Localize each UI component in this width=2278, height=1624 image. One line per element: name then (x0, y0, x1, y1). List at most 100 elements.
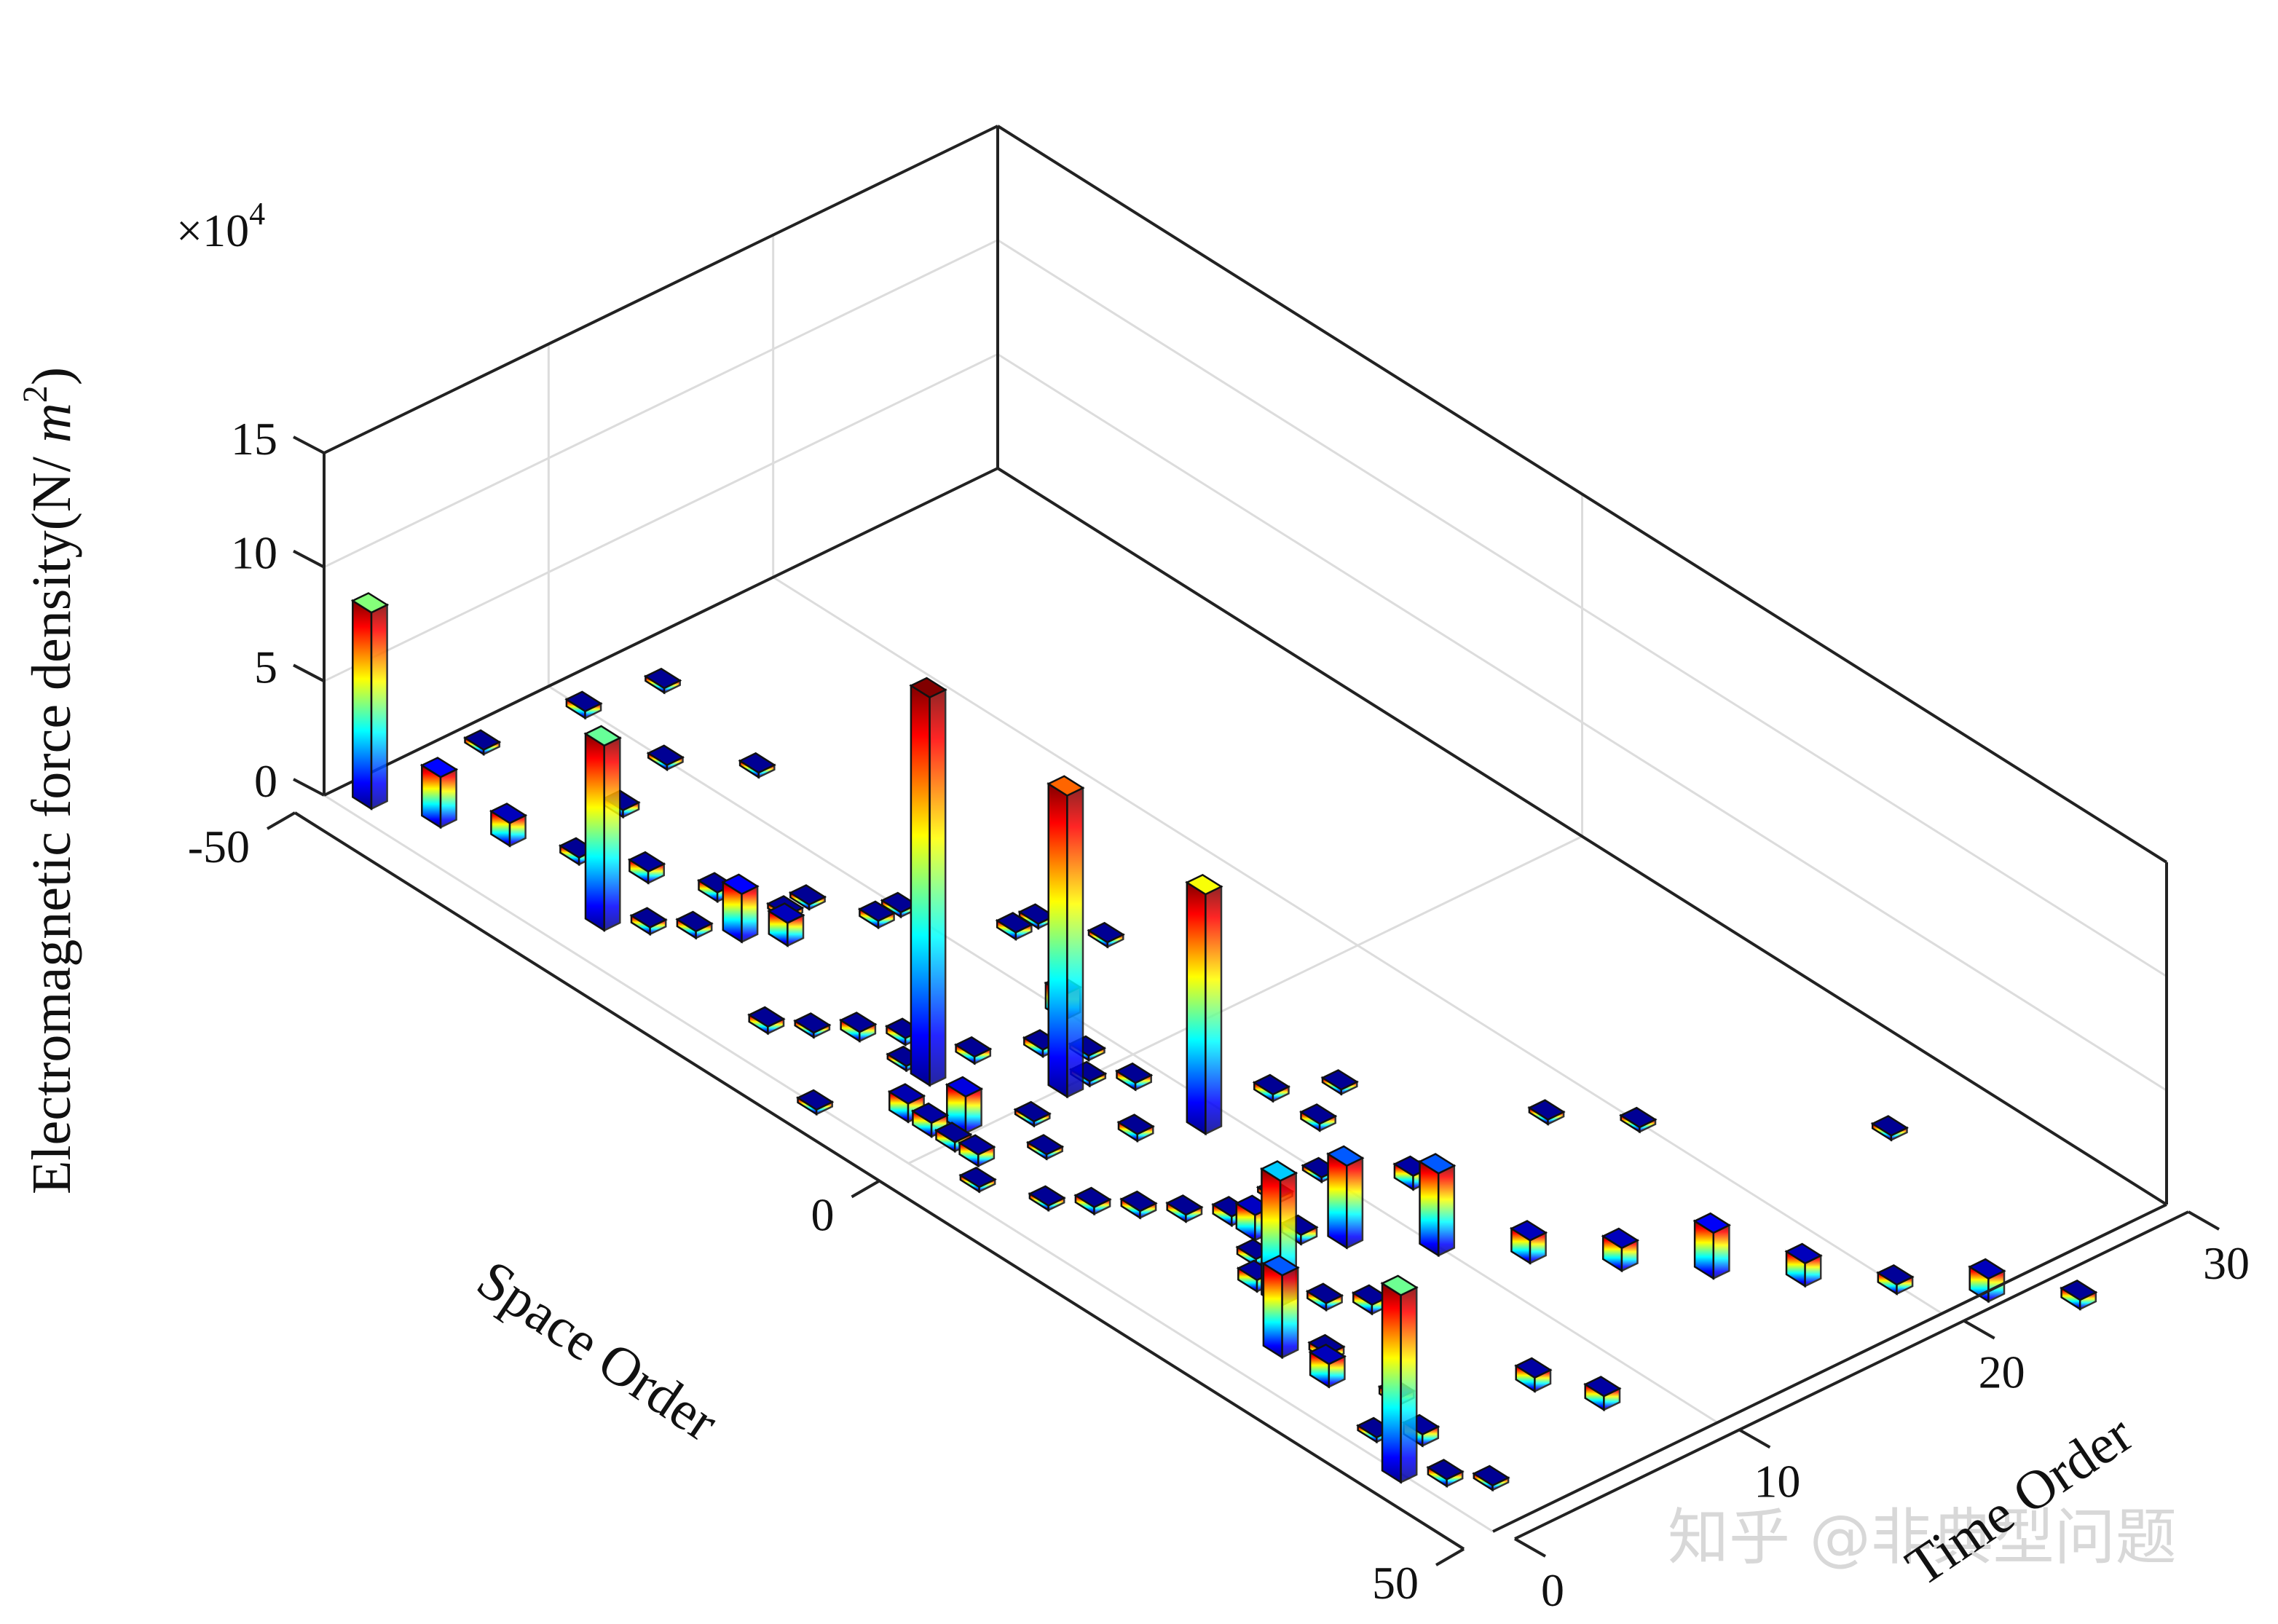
bar-top-face (1259, 1160, 1298, 1182)
bar-side-face (1400, 1286, 1418, 1484)
bar (564, 690, 603, 720)
bar-side-face (1346, 1156, 1364, 1250)
bar-top-face (643, 667, 682, 690)
z-tick (293, 549, 325, 569)
bar (1025, 1134, 1065, 1161)
bar-top-face (1692, 1212, 1731, 1234)
bar-front-face (584, 732, 605, 932)
bar (583, 725, 622, 932)
z-axis-title-exp: 2 (16, 385, 55, 403)
box-edge-back (996, 125, 2168, 864)
bar-side-face (603, 736, 621, 932)
bar (1185, 873, 1223, 1136)
bar (788, 884, 827, 911)
bar (1165, 1194, 1204, 1223)
z-tick-label: 5 (254, 641, 277, 693)
bar (738, 752, 776, 779)
bar (1087, 921, 1125, 949)
bar (350, 592, 390, 811)
bar (954, 1036, 993, 1065)
bar (1261, 1255, 1300, 1360)
bar-top-face (767, 902, 805, 924)
bar-top-face (958, 1134, 996, 1156)
bar-top-face (995, 912, 1033, 934)
bar-top-face (1261, 1255, 1300, 1277)
y-tick-label: 20 (1979, 1347, 2025, 1398)
bar-top-face (958, 1166, 997, 1189)
y-tick-label: 0 (1541, 1564, 1564, 1616)
y-tick-label: 30 (2203, 1237, 2250, 1289)
bar (1514, 1357, 1553, 1393)
bar-top-face (1116, 1113, 1155, 1135)
bar (696, 872, 736, 904)
bar-top-face (934, 1122, 973, 1143)
bar-side-face (1437, 1164, 1456, 1257)
bar (1017, 903, 1056, 930)
bar (1298, 1103, 1338, 1132)
box-edge-back (996, 467, 2168, 1206)
bar-side-face (1066, 787, 1084, 1099)
bar-top-face (747, 1006, 786, 1028)
bar (1320, 1069, 1359, 1096)
bar-top-face (793, 1012, 832, 1034)
x-tick (851, 1179, 880, 1199)
bar (1619, 1106, 1658, 1134)
bar (1013, 1100, 1052, 1128)
x-tick (266, 811, 296, 830)
z-tick (293, 778, 325, 797)
bar-front-face (1419, 1159, 1440, 1258)
bar (1252, 1073, 1291, 1103)
bar-top-face (839, 1012, 878, 1033)
bar (1116, 1113, 1155, 1143)
bar (839, 1012, 878, 1043)
y-tick (1514, 1537, 1546, 1558)
bar (795, 1089, 835, 1116)
z-tick (293, 663, 325, 683)
grid-line-z-left (323, 239, 998, 569)
y-tick-label: 10 (1754, 1455, 1800, 1507)
box-edge-back (323, 125, 998, 454)
bar (489, 803, 528, 848)
z-tick-label: 15 (231, 413, 277, 465)
bar-top-face (887, 1083, 926, 1105)
bar-top-face (564, 690, 603, 713)
bar-top-face (1025, 1134, 1065, 1156)
bar-top-face (2060, 1279, 2098, 1301)
grid-line-z-left (323, 352, 998, 682)
bar-top-face (795, 1089, 835, 1111)
bar-top-face (1165, 1194, 1204, 1216)
bar-top-face (1047, 775, 1085, 797)
bar (721, 873, 760, 944)
x-tick-label: -50 (188, 821, 250, 872)
bar-top-face (1968, 1258, 2006, 1280)
bar-top-face (1252, 1073, 1291, 1096)
bar-top-face (1514, 1357, 1553, 1379)
bar-top-face (721, 873, 760, 896)
bar (793, 1012, 832, 1039)
bar-top-face (646, 744, 685, 766)
bar-side-face (1712, 1223, 1730, 1280)
bar-top-face (1298, 1103, 1338, 1125)
bar-top-face (788, 884, 827, 906)
z-exponent-prefix: ×10 (176, 205, 249, 256)
z-axis-title-unit: m (21, 403, 82, 443)
bar (909, 677, 947, 1087)
bar (767, 902, 805, 947)
bar (643, 667, 682, 695)
grid-line-x-floor (907, 835, 1583, 1164)
bar (857, 900, 896, 930)
bar-top-face (675, 910, 714, 933)
bar-side-face (1281, 1266, 1299, 1359)
x-tick-label: 0 (811, 1189, 835, 1241)
bar (1870, 1115, 1910, 1142)
bar-side-face (370, 603, 388, 811)
bar (646, 744, 685, 772)
bar-top-face (489, 803, 528, 824)
bar (747, 1006, 786, 1036)
bar (1509, 1220, 1548, 1265)
bar-front-face (1381, 1282, 1402, 1484)
bar-top-face (1087, 921, 1125, 944)
bar-top-face (954, 1036, 993, 1058)
bar-top-face (1073, 1186, 1112, 1209)
